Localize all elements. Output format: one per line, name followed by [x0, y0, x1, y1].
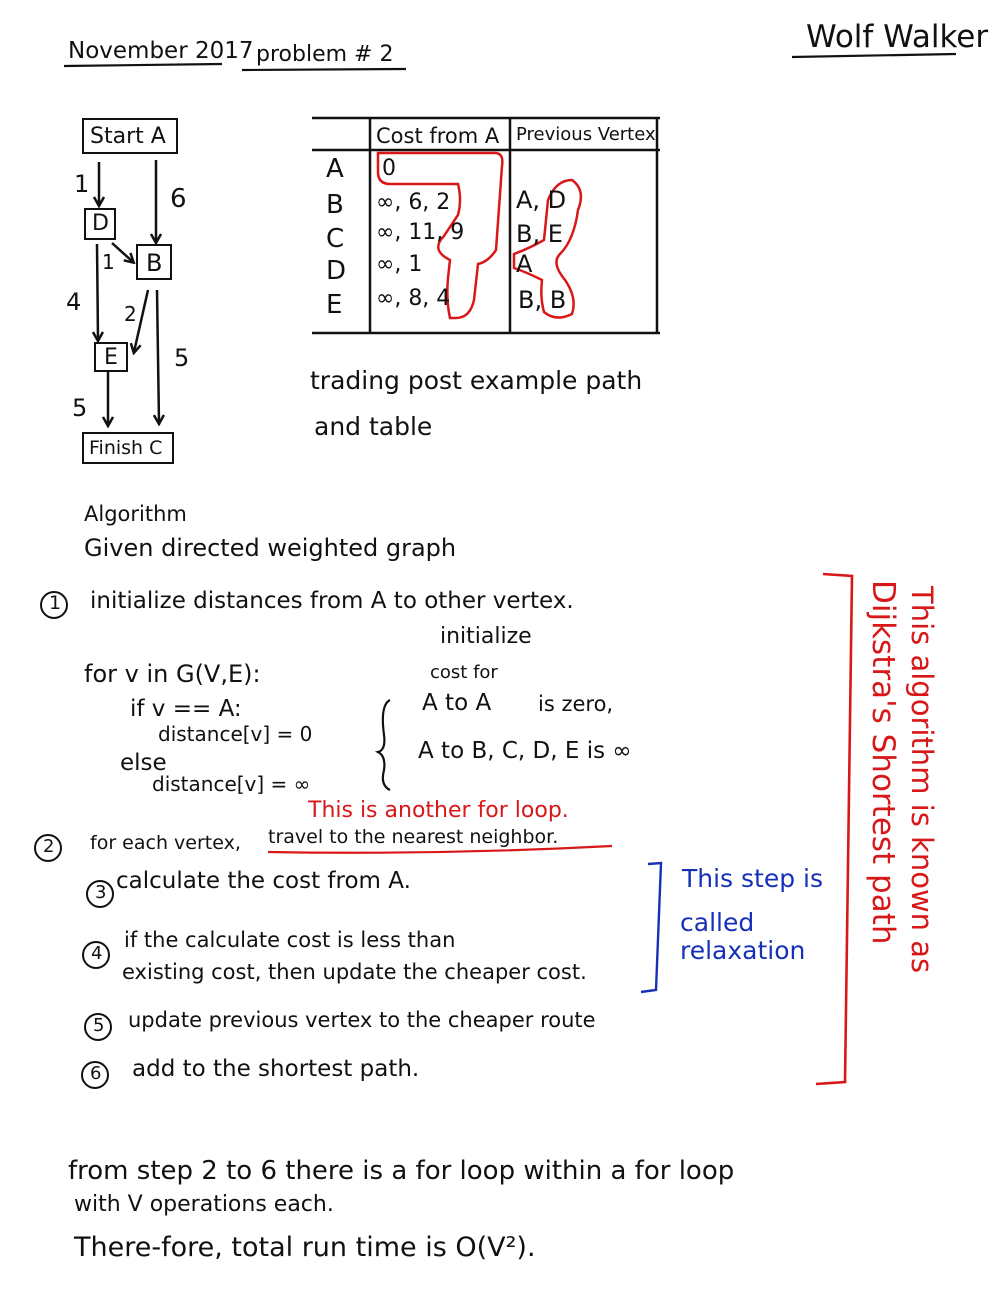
relaxation-bracket [640, 861, 663, 994]
date-label: November 2017 [68, 38, 254, 64]
table-row-c-vertex: C [326, 224, 345, 254]
author-name: Wolf Walker [806, 19, 989, 55]
code-else-line: else [120, 750, 167, 776]
step1-number: 1 [49, 592, 62, 614]
step6-text: add to the shortest path. [132, 1056, 420, 1082]
step2-number: 2 [43, 836, 55, 857]
table-row-d-previous: A [516, 250, 533, 278]
summary-line3: There-fore, total run time is O(V²). [74, 1232, 536, 1263]
summary-line2: with V operations each. [74, 1192, 334, 1217]
relaxation-line2: called [680, 908, 755, 937]
node-b-label: B [146, 249, 163, 277]
table-row-d-cost: ∞, 1 [376, 252, 423, 277]
step2-prefix: for each vertex, [90, 832, 241, 854]
table-row-e-vertex: E [326, 290, 343, 320]
table-row-e-cost: ∞, 8, 4 [376, 286, 451, 311]
node-b: B [136, 244, 172, 280]
note-initialize: initialize [440, 624, 532, 649]
table-row-a-cost: 0 [382, 156, 396, 181]
node-e: E [94, 342, 128, 372]
node-start-label: Start A [90, 124, 166, 149]
table-row-b-cost: ∞, 6, 2 [376, 190, 451, 215]
relaxation-line3: relaxation [680, 936, 806, 965]
problem-label: problem # 2 [256, 42, 394, 67]
node-finish-label: Finish C [89, 437, 163, 459]
step5-text: update previous vertex to the cheaper ro… [128, 1008, 596, 1032]
dijkstra-note-line2: Dijkstra's Shortest path [865, 580, 901, 945]
step3-number: 3 [95, 882, 107, 903]
step4-line2: existing cost, then update the cheaper c… [122, 960, 587, 984]
algorithm-title: Algorithm [84, 502, 187, 526]
step1-text: initialize distances from A to other ver… [90, 588, 574, 614]
code-for-line: for v in G(V,E): [84, 660, 261, 688]
node-d: D [84, 208, 116, 240]
step3-text: calculate the cost from A. [116, 868, 411, 894]
step6-number: 6 [90, 1063, 102, 1084]
graph-edges [97, 160, 159, 425]
weight-b-e: 2 [124, 302, 137, 326]
table-row-c-previous: B, E [516, 220, 563, 248]
node-e-label: E [104, 345, 118, 370]
weight-a-d: 1 [74, 170, 90, 198]
summary-line1: from step 2 to 6 there is a for loop wit… [68, 1156, 735, 1186]
table-header-previous: Previous Vertex [516, 124, 656, 145]
table-row-e-previous: B, B [518, 286, 567, 314]
table-row-a-vertex: A [326, 154, 344, 184]
note-cost-for: cost for [430, 662, 498, 683]
note-a-to-a: A to A [422, 690, 492, 716]
table-row-c-cost: ∞, 11, 9 [376, 220, 465, 245]
weight-e-c: 5 [72, 394, 88, 422]
step2-underlined: travel to the nearest neighbor. [268, 826, 559, 848]
step4-number: 4 [91, 943, 103, 964]
init-brace [374, 699, 391, 791]
weight-d-e: 4 [66, 288, 82, 316]
table-row-b-previous: A, D [516, 186, 567, 214]
dijkstra-note-line1: This algorithm is known as [905, 586, 939, 974]
code-dist-zero: distance[v] = 0 [158, 722, 313, 746]
relaxation-line1: This step is [682, 864, 824, 893]
table-highlights [376, 151, 583, 320]
code-dist-inf: distance[v] = ∞ [152, 772, 311, 796]
table-row-d-vertex: D [326, 256, 347, 286]
node-finish-c: Finish C [82, 432, 174, 464]
algorithm-given: Given directed weighted graph [84, 534, 457, 562]
note-a-to-others: A to B, C, D, E is ∞ [418, 738, 632, 764]
dijkstra-bracket [815, 572, 854, 1086]
weight-d-b: 1 [102, 250, 115, 274]
table-caption-line2: and table [314, 412, 433, 441]
loop-note: This is another for loop. [308, 798, 569, 823]
weight-a-b: 6 [170, 184, 187, 214]
table-row-b-vertex: B [326, 190, 344, 220]
step5-number: 5 [93, 1015, 105, 1036]
weight-b-c: 5 [174, 344, 190, 372]
table-caption-line1: trading post example path [310, 366, 643, 395]
table-grid [312, 116, 660, 335]
table-header-cost: Cost from A [376, 124, 500, 148]
step4-line1: if the calculate cost is less than [124, 928, 456, 952]
node-d-label: D [92, 211, 109, 236]
code-if-line: if v == A: [130, 696, 242, 722]
note-is-zero: is zero, [538, 692, 614, 716]
node-start-a: Start A [82, 118, 178, 154]
